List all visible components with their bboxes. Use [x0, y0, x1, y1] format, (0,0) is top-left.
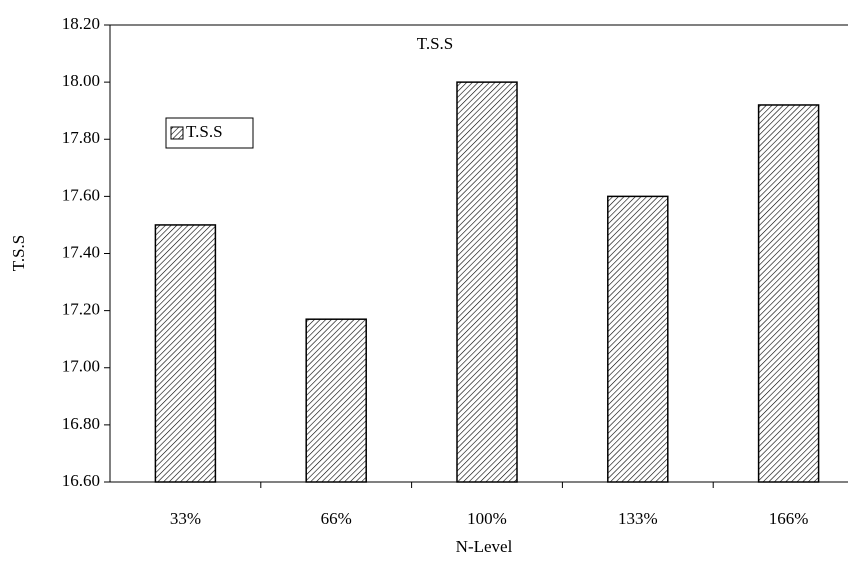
y-axis-label: T.S.S — [9, 235, 28, 272]
legend-label: T.S.S — [186, 122, 223, 141]
bar — [456, 81, 518, 483]
y-tick-label: 17.60 — [62, 185, 100, 204]
chart-title: T.S.S — [417, 34, 454, 53]
legend-swatch — [170, 126, 184, 140]
x-tick-label: 133% — [618, 509, 658, 528]
x-tick-label: 166% — [769, 509, 809, 528]
bar — [757, 104, 820, 483]
y-tick-label: 18.20 — [62, 14, 100, 33]
y-tick-label: 17.00 — [62, 357, 100, 376]
bar — [607, 195, 669, 483]
x-axis-label: N-Level — [456, 537, 513, 556]
bar — [305, 318, 367, 483]
y-tick-label: 17.20 — [62, 300, 100, 319]
y-tick-label: 18.00 — [62, 71, 100, 90]
y-tick-label: 17.40 — [62, 242, 100, 261]
x-tick-label: 100% — [467, 509, 507, 528]
x-tick-label: 33% — [170, 509, 201, 528]
bar — [154, 224, 217, 483]
y-tick-label: 17.80 — [62, 128, 100, 147]
y-tick-label: 16.80 — [62, 414, 100, 433]
x-tick-label: 66% — [321, 509, 352, 528]
y-tick-label: 16.60 — [62, 471, 100, 490]
